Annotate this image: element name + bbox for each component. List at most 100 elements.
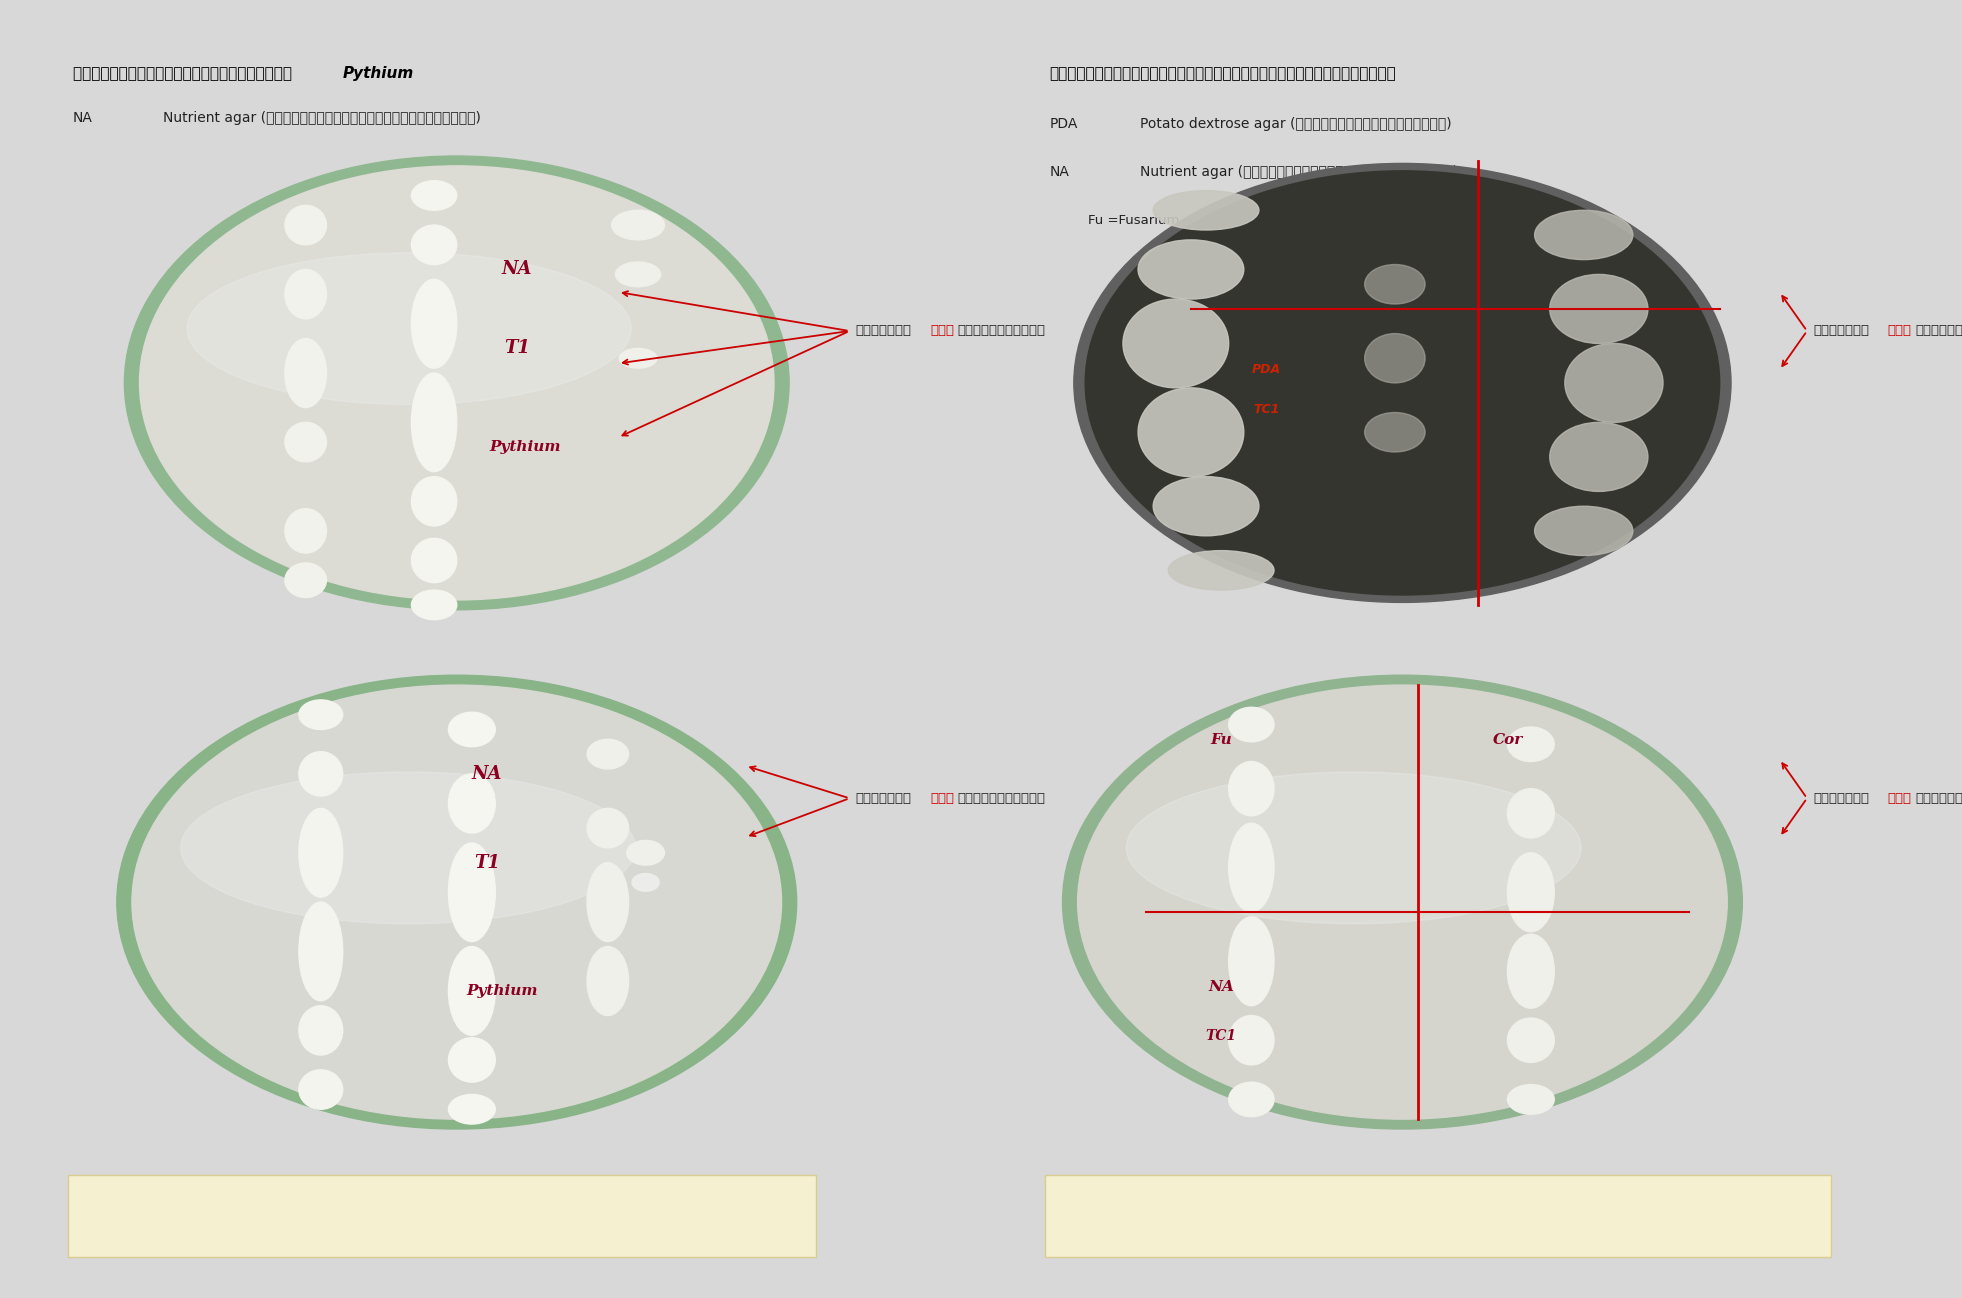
Text: เชื้อรา: เชื้อรา	[855, 792, 912, 805]
Ellipse shape	[1228, 707, 1273, 742]
Ellipse shape	[620, 348, 657, 369]
Ellipse shape	[284, 205, 326, 245]
Text: NA: NA	[1050, 165, 1069, 179]
Ellipse shape	[186, 253, 632, 405]
Ellipse shape	[1566, 344, 1664, 422]
Ellipse shape	[1550, 274, 1648, 344]
Ellipse shape	[1366, 334, 1424, 383]
Ellipse shape	[587, 809, 628, 848]
Ellipse shape	[587, 740, 628, 768]
Ellipse shape	[1550, 422, 1648, 492]
Ellipse shape	[1534, 506, 1632, 556]
Ellipse shape	[1228, 762, 1273, 816]
Ellipse shape	[284, 422, 326, 462]
Text: Pythium: Pythium	[343, 66, 414, 82]
Ellipse shape	[284, 339, 326, 408]
Text: Nutrient agar (อาหารเลี้ยงเชื้อแบคทีเรีย): Nutrient agar (อาหารเลี้ยงเชื้อแบคทีเรีย…	[1140, 165, 1458, 179]
Ellipse shape	[1534, 210, 1632, 260]
Text: T1: T1	[504, 339, 530, 357]
Ellipse shape	[284, 270, 326, 319]
Ellipse shape	[449, 774, 494, 833]
Text: สรุป  T1 สามารถควบคุมเชื้อ Pythium ได้: สรุป T1 สามารถควบคุมเชื้อ Pythium ได้	[100, 1208, 398, 1223]
Ellipse shape	[612, 210, 665, 240]
Ellipse shape	[449, 713, 494, 746]
Ellipse shape	[1154, 476, 1260, 536]
Ellipse shape	[412, 279, 457, 369]
Text: PDA: PDA	[1050, 117, 1077, 131]
Text: ไม่: ไม่	[930, 792, 954, 805]
Ellipse shape	[284, 509, 326, 553]
Text: เชื้อรา: เชื้อรา	[1813, 324, 1870, 337]
Ellipse shape	[298, 1070, 343, 1110]
Ellipse shape	[449, 1094, 494, 1124]
Ellipse shape	[412, 180, 457, 210]
Ellipse shape	[1507, 935, 1554, 1009]
Ellipse shape	[1366, 265, 1424, 304]
Ellipse shape	[181, 772, 636, 924]
Circle shape	[626, 841, 665, 864]
Ellipse shape	[298, 700, 343, 729]
Text: Fu =Fusarium          Cor =Corticium          *ยังไม่ได้ทดสอบ Pythium: Fu =Fusarium Cor =Corticium *ยังไม่ได้ทด…	[1087, 214, 1544, 227]
Ellipse shape	[412, 476, 457, 526]
Ellipse shape	[1138, 240, 1244, 299]
Ellipse shape	[449, 1038, 494, 1083]
Text: เจริญเติบโต: เจริญเติบโต	[957, 324, 1046, 337]
Ellipse shape	[284, 563, 326, 597]
Text: เจริญเติบโต: เจริญเติบโต	[1915, 792, 1962, 805]
Ellipse shape	[298, 1006, 343, 1055]
Ellipse shape	[131, 685, 781, 1119]
Text: ไม่: ไม่	[1887, 792, 1911, 805]
Ellipse shape	[412, 225, 457, 265]
Text: Fu: Fu	[1211, 733, 1232, 748]
Text: สรุป  TC1 สามารถควบคุมเชื้อ Fusarium และ Corticium ได้: สรุป TC1 สามารถควบคุมเชื้อ Fusarium และ …	[1077, 1208, 1491, 1223]
Ellipse shape	[587, 946, 628, 1015]
Circle shape	[632, 874, 659, 892]
Text: Nutrient agar (อาหารเลี้ยงเชื้อแบคทีเรีย): Nutrient agar (อาหารเลี้ยงเชื้อแบคทีเรีย…	[163, 110, 481, 125]
Text: TC1: TC1	[1254, 402, 1279, 415]
Ellipse shape	[1073, 164, 1730, 602]
Ellipse shape	[1507, 1018, 1554, 1062]
Ellipse shape	[1507, 1085, 1554, 1114]
Ellipse shape	[1077, 685, 1727, 1119]
Text: ผลทดสอบการยับยั้งเชื้อรากอโรคในทุเรียน: ผลทดสอบการยับยั้งเชื้อรากอโรคในทุเรียน	[1050, 66, 1397, 82]
Ellipse shape	[449, 946, 494, 1036]
Ellipse shape	[1167, 550, 1273, 591]
Text: NA: NA	[502, 261, 532, 279]
Ellipse shape	[1122, 299, 1228, 388]
Ellipse shape	[298, 752, 343, 796]
Ellipse shape	[1063, 675, 1742, 1129]
Ellipse shape	[118, 675, 797, 1129]
Text: NA: NA	[73, 110, 92, 125]
Text: เจริญเติบโต: เจริญเติบโต	[1915, 324, 1962, 337]
Ellipse shape	[1507, 727, 1554, 762]
Ellipse shape	[1228, 916, 1273, 1006]
Ellipse shape	[298, 902, 343, 1001]
Ellipse shape	[412, 539, 457, 583]
Ellipse shape	[1126, 772, 1581, 924]
Ellipse shape	[1507, 853, 1554, 932]
Ellipse shape	[412, 373, 457, 471]
Ellipse shape	[1228, 1083, 1273, 1116]
Ellipse shape	[1138, 388, 1244, 476]
Text: เจริญเติบโต: เจริญเติบโต	[957, 792, 1046, 805]
Ellipse shape	[616, 262, 661, 287]
Ellipse shape	[449, 842, 494, 941]
Ellipse shape	[587, 863, 628, 941]
Ellipse shape	[1228, 1015, 1273, 1064]
Ellipse shape	[412, 591, 457, 619]
Text: Cor: Cor	[1493, 733, 1523, 748]
Text: PDA: PDA	[1252, 363, 1281, 376]
Ellipse shape	[1507, 789, 1554, 839]
Ellipse shape	[1366, 413, 1424, 452]
Ellipse shape	[1085, 171, 1721, 594]
Text: ไม่: ไม่	[930, 324, 954, 337]
Ellipse shape	[139, 166, 773, 600]
Text: TC1: TC1	[1205, 1029, 1236, 1044]
Ellipse shape	[1154, 191, 1260, 230]
Text: NA: NA	[471, 765, 502, 783]
Text: เชื้อรา: เชื้อรา	[1813, 792, 1870, 805]
Text: Pythium: Pythium	[467, 984, 538, 998]
Text: NA: NA	[1209, 980, 1234, 994]
FancyBboxPatch shape	[1046, 1175, 1831, 1256]
Text: ผลทดสอบการยับยั้งเชื้อรา: ผลทดสอบการยับยั้งเชื้อรา	[73, 66, 296, 82]
